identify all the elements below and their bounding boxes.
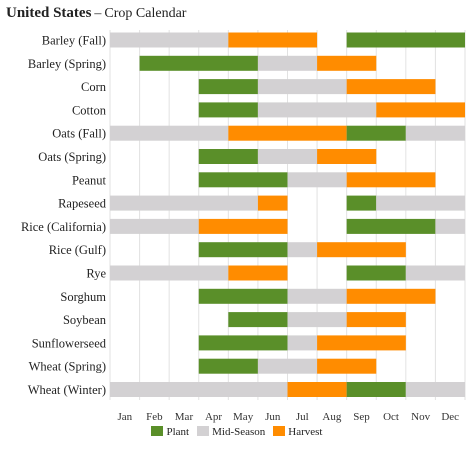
month-tick-label: May [233,411,254,423]
legend-swatch [273,426,286,437]
chart-title: United States – Crop Calendar [6,5,186,22]
month-tick-label: Dec [441,411,459,423]
bar-segment-harvest [228,265,288,281]
bar-segment-mid-season [287,242,318,258]
month-tick-label: Mar [175,411,194,423]
bar-segment-harvest [228,32,318,48]
bar-segment-plant [346,125,406,141]
month-tick-label: Oct [383,411,399,423]
crop-label: Rice (Gulf) [49,243,106,257]
month-tick-label: Sep [353,411,370,423]
bar-segment-plant [346,32,465,48]
crop-label: Rice (California) [21,220,106,234]
bar-segment-harvest [376,102,465,118]
legend-label: Harvest [288,426,323,439]
crop-label: Wheat (Winter) [28,383,106,397]
bar-segment-harvest [317,149,377,164]
bar-segment-harvest [346,172,436,188]
bar-segment-mid-season [287,288,347,304]
bar-segment-plant [228,312,288,328]
month-tick-label: Aug [322,411,341,423]
bar-segment-mid-season [405,265,465,281]
month-tick-label: Apr [205,411,222,423]
bar-segment-harvest [317,55,377,71]
crop-label: Wheat (Spring) [29,360,106,374]
bar-segment-plant [346,265,406,281]
crop-label: Corn [81,80,107,94]
chart-legend: Plant Mid-Season Harvest [0,426,474,438]
crop-label: Sorghum [60,290,106,304]
bar-segment-mid-season [257,358,318,374]
bar-segment-harvest [228,125,347,141]
crop-label: Oats (Spring) [38,150,106,164]
crop-label: Sunflowerseed [32,336,107,350]
bar-segment-plant [139,55,258,71]
bar-segment-mid-season [110,265,229,281]
month-tick-label: Feb [146,411,163,423]
bar-segment-harvest [287,382,347,397]
bar-segment-mid-season [257,79,347,95]
bar-segment-mid-season [376,195,465,211]
crop-label: Rapeseed [58,197,107,211]
bar-segment-plant [198,102,258,118]
bar-segment-mid-season [287,312,347,328]
crop-label: Soybean [63,313,107,327]
bar-segment-harvest [198,218,288,234]
bar-segment-mid-season [257,149,318,164]
bar-segment-plant [198,149,258,164]
bar-segment-plant [198,79,258,95]
chart-title-subtitle: Crop Calendar [104,6,187,21]
bar-segment-plant [198,335,288,351]
bar-segment-plant [198,358,258,374]
legend-label: Plant [166,426,190,439]
bar-segment-harvest [317,358,377,374]
legend-item: Mid-Season [197,426,265,438]
crop-label: Peanut [72,173,107,187]
crop-label: Oats (Fall) [52,127,106,141]
crop-label: Cotton [72,103,107,117]
bar-segment-plant [198,242,288,258]
bar-segment-mid-season [287,172,347,188]
bar-segment-mid-season [257,55,318,71]
bar-segment-mid-season [110,218,199,234]
bar-segment-plant [346,218,436,234]
bar-segment-harvest [346,288,436,304]
bar-segment-harvest [346,312,406,328]
bar-segment-mid-season [110,382,288,397]
legend-item: Harvest [273,426,323,439]
bar-segment-mid-season [110,195,258,211]
month-tick-label: Jan [117,411,132,423]
crop-label: Rye [86,267,106,281]
month-tick-label: Jul [296,411,309,423]
legend-swatch [197,426,210,437]
legend-swatch [151,426,164,437]
bar-segment-plant [198,288,288,304]
bar-segment-plant [346,195,377,211]
legend-item: Plant [151,426,189,438]
chart-title-separator: – [94,6,102,21]
month-tick-label: Nov [411,411,430,423]
month-tick-label: Jun [265,411,281,423]
bar-segment-harvest [317,242,406,258]
bar-segment-mid-season [405,125,465,141]
bar-segment-plant [198,172,288,188]
crop-label: Barley (Spring) [28,57,106,71]
bar-segment-mid-season [110,125,229,141]
bar-segment-mid-season [435,218,465,234]
bar-segment-mid-season [257,102,377,118]
bar-segment-harvest [346,79,436,95]
bar-segment-harvest [257,195,288,211]
bar-segment-plant [346,382,406,397]
bar-segment-mid-season [110,32,229,48]
legend-label: Mid-Season [212,426,266,439]
bar-segment-harvest [317,335,406,351]
crop-label: Barley (Fall) [42,34,106,48]
chart-title-main: United States [6,5,92,21]
bar-segment-mid-season [287,335,318,351]
bar-segment-mid-season [405,382,465,397]
